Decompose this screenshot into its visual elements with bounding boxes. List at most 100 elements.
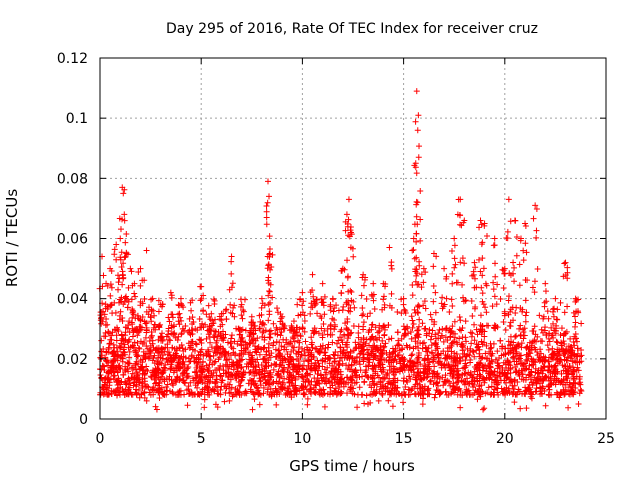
data-point bbox=[312, 345, 319, 352]
data-point bbox=[125, 322, 132, 329]
data-point bbox=[278, 315, 285, 322]
data-point bbox=[239, 326, 246, 333]
data-point bbox=[570, 338, 577, 345]
data-point bbox=[572, 298, 579, 305]
data-point bbox=[290, 361, 297, 368]
data-point bbox=[175, 391, 182, 398]
data-point bbox=[263, 221, 270, 228]
data-point bbox=[462, 318, 469, 325]
data-point bbox=[156, 395, 163, 402]
data-point bbox=[127, 265, 134, 272]
data-point bbox=[439, 332, 446, 339]
data-point bbox=[412, 376, 419, 383]
data-point bbox=[471, 305, 478, 312]
data-point bbox=[519, 360, 526, 367]
data-point bbox=[455, 367, 462, 374]
data-point bbox=[123, 293, 130, 300]
data-point bbox=[398, 392, 405, 399]
data-point bbox=[116, 299, 123, 306]
data-point bbox=[431, 363, 438, 370]
data-point bbox=[141, 389, 148, 396]
data-point bbox=[251, 343, 258, 350]
data-point bbox=[211, 300, 218, 307]
data-point bbox=[158, 334, 165, 341]
x-axis-label: GPS time / hours bbox=[289, 457, 415, 475]
data-point bbox=[118, 378, 125, 385]
data-point bbox=[290, 335, 297, 342]
data-point bbox=[459, 340, 466, 347]
data-point bbox=[420, 365, 427, 372]
data-point bbox=[511, 264, 518, 271]
data-point bbox=[237, 351, 244, 358]
data-point bbox=[504, 228, 511, 235]
data-point bbox=[204, 389, 211, 396]
data-point bbox=[213, 366, 220, 373]
data-point bbox=[572, 385, 579, 392]
data-point bbox=[557, 389, 564, 396]
data-point bbox=[444, 345, 451, 352]
data-point bbox=[311, 389, 318, 396]
data-point bbox=[177, 314, 184, 321]
data-point bbox=[377, 360, 384, 367]
data-point bbox=[456, 335, 463, 342]
data-point bbox=[135, 329, 142, 336]
data-point bbox=[263, 348, 270, 355]
data-point bbox=[235, 389, 242, 396]
data-point bbox=[327, 323, 334, 330]
data-point bbox=[117, 256, 124, 263]
data-point bbox=[284, 368, 291, 375]
axis-ticks: 0 5 10 15 20 25 0 0.02 0.04 0.06 0.08 0.1 0.12 bbox=[57, 51, 615, 447]
data-point bbox=[564, 303, 571, 310]
data-point bbox=[363, 296, 370, 303]
data-point bbox=[385, 397, 392, 404]
data-point bbox=[531, 278, 538, 285]
data-point bbox=[122, 332, 129, 339]
data-point bbox=[511, 344, 518, 351]
data-point bbox=[434, 373, 441, 380]
data-point bbox=[510, 339, 517, 346]
data-point bbox=[206, 313, 213, 320]
data-point bbox=[302, 352, 309, 359]
data-point bbox=[344, 326, 351, 333]
data-point bbox=[565, 343, 572, 350]
data-point bbox=[319, 357, 326, 364]
data-point bbox=[400, 399, 407, 406]
data-point bbox=[463, 338, 470, 345]
data-point bbox=[466, 352, 473, 359]
data-point bbox=[396, 368, 403, 375]
data-point bbox=[102, 390, 109, 397]
data-point bbox=[184, 402, 191, 409]
data-point bbox=[506, 388, 513, 395]
data-point bbox=[420, 395, 427, 402]
data-point bbox=[563, 375, 570, 382]
data-point bbox=[465, 387, 472, 394]
data-point bbox=[373, 386, 380, 393]
data-point bbox=[371, 362, 378, 369]
data-point bbox=[356, 374, 363, 381]
data-point bbox=[468, 298, 475, 305]
data-point bbox=[490, 371, 497, 378]
data-point bbox=[481, 222, 488, 229]
data-point bbox=[496, 369, 503, 376]
data-point bbox=[207, 339, 214, 346]
data-point bbox=[322, 371, 329, 378]
data-point bbox=[192, 325, 199, 332]
data-point bbox=[222, 361, 229, 368]
data-point bbox=[256, 325, 263, 332]
data-point bbox=[424, 386, 431, 393]
data-point bbox=[507, 376, 514, 383]
data-point bbox=[513, 358, 520, 365]
data-point bbox=[488, 344, 495, 351]
data-point bbox=[414, 199, 421, 206]
y-tick-label: 0.06 bbox=[57, 232, 88, 248]
data-point bbox=[463, 390, 470, 397]
data-point bbox=[316, 390, 323, 397]
data-point bbox=[471, 284, 478, 291]
data-point bbox=[494, 348, 501, 355]
data-point bbox=[471, 259, 478, 266]
data-point bbox=[459, 347, 466, 354]
data-point bbox=[307, 310, 314, 317]
data-point bbox=[214, 404, 221, 411]
data-point bbox=[494, 360, 501, 367]
data-point bbox=[131, 290, 138, 297]
